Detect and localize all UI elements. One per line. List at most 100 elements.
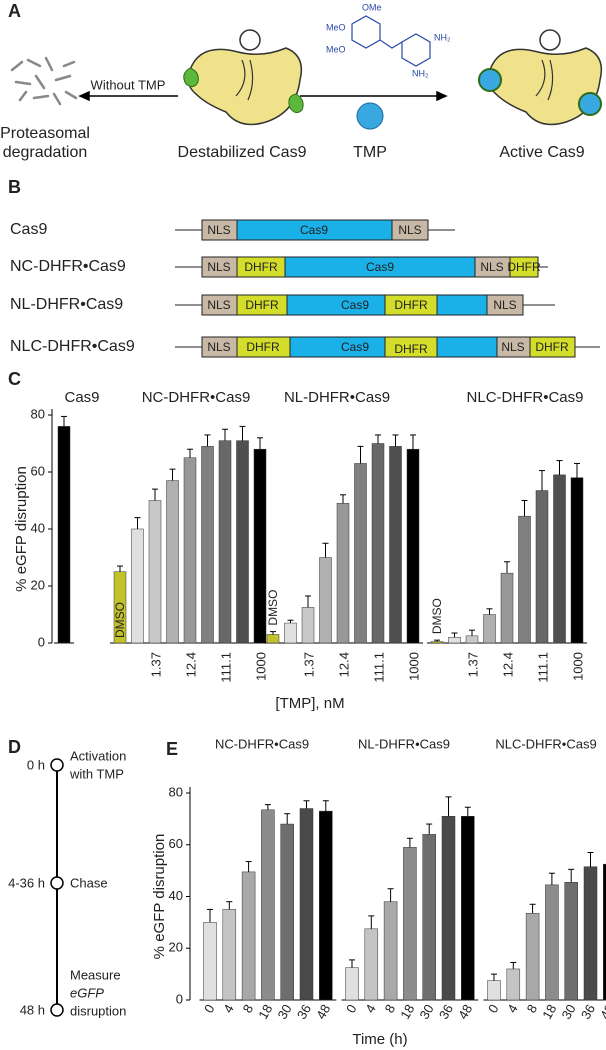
x-tick-label: 0 [201, 1002, 218, 1016]
bar [261, 809, 275, 1001]
bar [383, 901, 398, 1001]
bar [570, 477, 584, 644]
x-tick-label: 1000 [253, 652, 268, 681]
bar [603, 863, 606, 1001]
y-axis-label: % eGFP disruption [13, 466, 30, 592]
bar [319, 810, 333, 1001]
domain-label: NLS [207, 298, 230, 312]
domain-label: DHFR [535, 340, 569, 354]
y-tick-label: 20 [169, 940, 183, 955]
bar [564, 882, 578, 1001]
bar [422, 834, 436, 1001]
x-tick-label: 48 [597, 1002, 606, 1022]
x-tick-label: 36 [436, 1002, 456, 1022]
y-tick-label: 0 [176, 991, 183, 1006]
domain-label: DHFR [244, 260, 278, 274]
time-label: 48 h [20, 1002, 45, 1017]
active-protein [478, 29, 603, 126]
domain-label: Cas9 [341, 298, 369, 312]
bar [266, 634, 280, 644]
panel-label: D [8, 737, 21, 757]
x-tick-label: 12.4 [183, 652, 198, 677]
domain-label: NLS [493, 298, 516, 312]
bar [461, 816, 475, 1001]
chem-label: MeO [326, 22, 346, 32]
bar [299, 808, 314, 1001]
bar [364, 928, 379, 1001]
caption: TMP [353, 144, 387, 161]
bar [236, 440, 249, 644]
x-tick-label: 30 [559, 1002, 579, 1022]
step-label: Chase [70, 875, 108, 890]
domain-label: NLS [480, 260, 503, 274]
bar [441, 816, 456, 1001]
bar [553, 474, 566, 644]
y-tick-label: 60 [31, 463, 45, 478]
panel-label: C [8, 369, 21, 389]
y-tick-label: 80 [169, 784, 183, 799]
domain-label: NLS [207, 260, 230, 274]
x-tick-label: 18 [397, 1002, 417, 1022]
x-tick-label: 30 [275, 1002, 295, 1022]
x-tick-label: 0 [485, 1002, 502, 1016]
destabilized-protein [183, 29, 304, 126]
annotation: Without TMP [91, 77, 166, 92]
y-axis-label: % eGFP disruption [151, 834, 168, 960]
x-tick-label: 1.37 [301, 652, 316, 677]
group-title: NLC-DHFR•Cas9 [495, 736, 596, 751]
bar [222, 909, 237, 1001]
step-label: eGFP [70, 985, 104, 1000]
construct-name: Cas9 [10, 221, 47, 238]
x-tick-label: 48 [313, 1002, 333, 1022]
bar [465, 635, 479, 644]
construct-name: NLC-DHFR•Cas9 [10, 338, 135, 355]
y-tick-label: 40 [31, 520, 45, 535]
group-title: NL-DHFR•Cas9 [284, 389, 390, 406]
domain-label: Cas9 [366, 260, 394, 274]
bar [448, 637, 461, 644]
bar [336, 503, 350, 644]
bar [506, 968, 521, 1001]
caption: Active Cas9 [499, 144, 584, 161]
x-tick-label: 111.1 [371, 652, 386, 683]
domain-label: DHFR [394, 298, 428, 312]
bar [389, 446, 402, 644]
bar [131, 528, 144, 644]
chem-label: NH₂ [412, 68, 429, 78]
x-tick-label: 4 [220, 1002, 237, 1016]
caption: degradation [3, 144, 88, 161]
bar [583, 866, 598, 1001]
tmp-structure [351, 15, 431, 67]
bar [218, 440, 232, 644]
caption: Destabilized Cas9 [178, 144, 307, 161]
x-tick-label: 8 [524, 1002, 541, 1016]
domain-label: DHFR [245, 298, 279, 312]
category-label: DMSO [430, 598, 444, 634]
bar [535, 490, 549, 644]
domain-label: NLS [207, 340, 230, 354]
bar [483, 614, 496, 644]
x-tick-label: 12.4 [500, 652, 515, 677]
domain-label: NLS [207, 223, 230, 237]
tmp-molecule [356, 102, 384, 130]
category-label: DMSO [266, 590, 280, 626]
domain-label: DHFR [507, 260, 541, 274]
panel-a [10, 56, 78, 106]
x-tick-label: 1.37 [465, 652, 480, 677]
bar [500, 572, 514, 644]
group-title: NL-DHFR•Cas9 [358, 736, 450, 751]
step-label: disruption [70, 1003, 126, 1018]
caption: Proteasomal [0, 125, 90, 142]
bar [148, 500, 162, 644]
domain-label: DHFR [394, 342, 428, 356]
bar [354, 463, 367, 644]
x-tick-label: 36 [578, 1002, 598, 1022]
group-title: NC-DHFR•Cas9 [215, 736, 309, 751]
bar [371, 443, 385, 644]
domain-label: NLS [398, 223, 421, 237]
chem-label: OMe [362, 2, 382, 12]
group-title: NC-DHFR•Cas9 [142, 389, 251, 406]
panel-label: E [166, 739, 178, 759]
bar [183, 457, 197, 644]
